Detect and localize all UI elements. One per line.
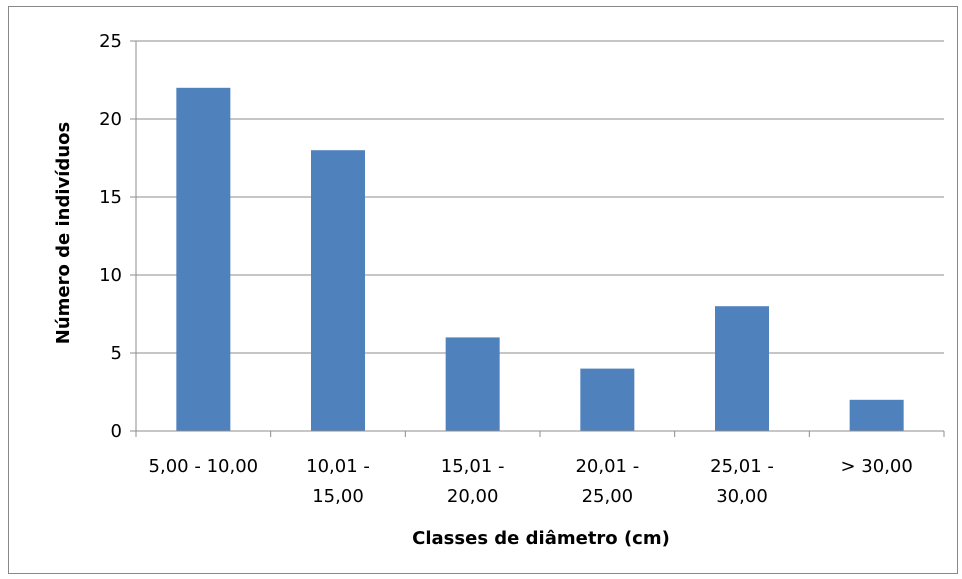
y-tick-label: 10 xyxy=(99,265,122,286)
bar-chart: 0 5 10 15 20 25 5,00 - 10,00 10,01 -15,00 15,01 … xyxy=(53,31,945,549)
y-axis-title: Número de indivíduos xyxy=(53,122,74,344)
bar xyxy=(445,337,500,431)
x-tick-label: 15,01 -20,00 xyxy=(441,456,505,507)
y-tick-label: 5 xyxy=(111,343,122,364)
x-tick-label: 10,01 -15,00 xyxy=(306,456,370,507)
x-axis-title: Classes de diâmetro (cm) xyxy=(412,528,670,549)
tick-labels: 0 5 10 15 20 25 5,00 - 10,00 10,01 -15,00 15,01 … xyxy=(99,31,913,507)
chart-frame: 0 5 10 15 20 25 5,00 - 10,00 10,01 -15,00 15,01 … xyxy=(8,6,958,574)
grid-lines xyxy=(136,40,944,354)
x-tick-label: 5,00 - 10,00 xyxy=(149,456,259,477)
x-tick-label: 20,01 -25,00 xyxy=(575,456,639,507)
bar xyxy=(715,306,769,431)
y-tick-label: 15 xyxy=(99,187,122,208)
x-tick-label: > 30,00 xyxy=(840,456,912,477)
bar xyxy=(580,368,635,431)
x-tick-label: 25,01 -30,00 xyxy=(710,456,774,507)
bar xyxy=(176,87,231,432)
bars xyxy=(176,87,904,432)
y-tick-label: 0 xyxy=(111,421,122,442)
axes xyxy=(130,40,945,437)
y-tick-label: 20 xyxy=(99,109,122,130)
bar xyxy=(849,399,904,431)
bar xyxy=(311,150,365,431)
y-tick-label: 25 xyxy=(99,31,122,52)
